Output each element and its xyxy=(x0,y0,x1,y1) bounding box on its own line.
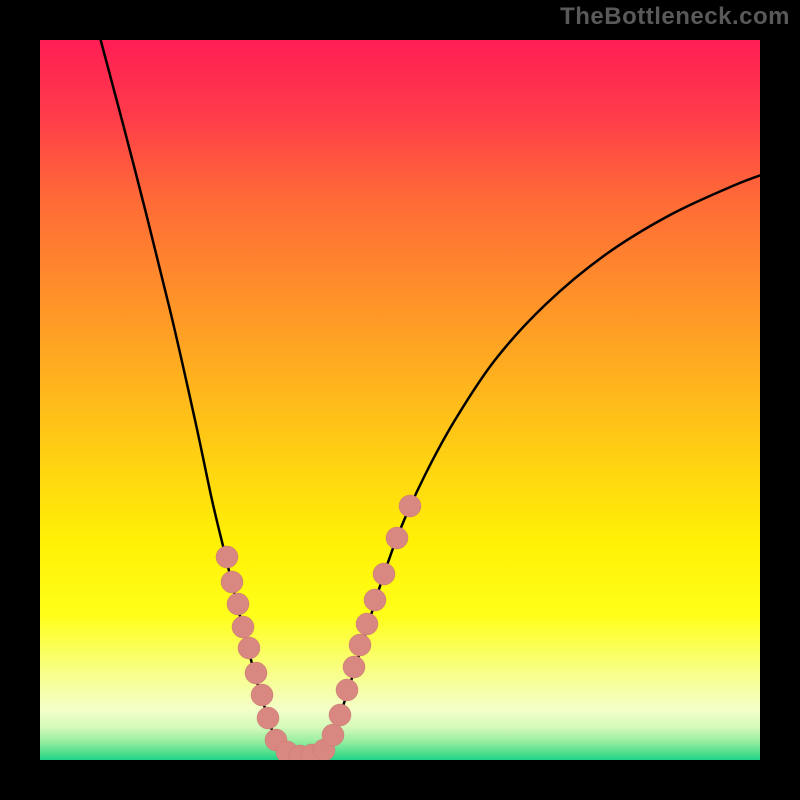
data-marker xyxy=(251,684,273,706)
data-marker xyxy=(386,527,408,549)
gradient-background xyxy=(40,40,760,760)
data-marker xyxy=(356,613,378,635)
data-marker xyxy=(349,634,371,656)
data-marker xyxy=(238,637,260,659)
data-marker xyxy=(245,662,267,684)
data-marker xyxy=(343,656,365,678)
data-marker xyxy=(322,724,344,746)
bottleneck-chart xyxy=(40,40,760,760)
data-marker xyxy=(227,593,249,615)
data-marker xyxy=(373,563,395,585)
data-marker xyxy=(257,707,279,729)
watermark-text: TheBottleneck.com xyxy=(560,3,790,31)
data-marker xyxy=(216,546,238,568)
data-marker xyxy=(336,679,358,701)
data-marker xyxy=(221,571,243,593)
data-marker xyxy=(232,616,254,638)
data-marker xyxy=(399,495,421,517)
data-marker xyxy=(364,589,386,611)
data-marker xyxy=(329,704,351,726)
